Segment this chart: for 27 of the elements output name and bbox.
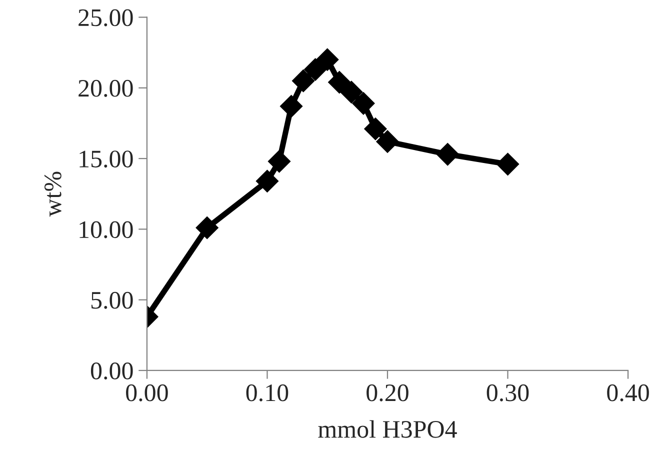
x-tick-label: 0.30 <box>486 384 529 402</box>
point <box>376 130 399 153</box>
y-tick-label: 25.00 <box>78 9 133 26</box>
point <box>256 170 279 192</box>
x-axis-title: mmol H3PO4 <box>318 420 457 438</box>
point <box>352 92 375 115</box>
y-tick-label: 20.00 <box>78 80 133 97</box>
point <box>328 70 351 94</box>
y-axis-title: wt% <box>44 172 62 217</box>
point <box>196 216 218 240</box>
point <box>292 70 315 92</box>
y-tick-label: 0.00 <box>90 362 133 380</box>
point <box>268 150 291 173</box>
x-tick-label: 0.20 <box>366 384 408 402</box>
y-tick-label: 5.00 <box>91 292 133 309</box>
point <box>304 58 327 81</box>
point <box>340 80 363 104</box>
point <box>280 94 303 118</box>
point <box>316 48 339 71</box>
x-tick-label: 0.10 <box>246 384 288 402</box>
x-tick-label: 0.40 <box>607 384 649 402</box>
x-tick-label: 0.00 <box>126 384 168 402</box>
point <box>496 152 520 176</box>
point <box>364 118 387 140</box>
y-tick-label: 10.00 <box>80 221 133 238</box>
y-tick-label: 15.00 <box>80 150 133 168</box>
point <box>436 142 459 166</box>
